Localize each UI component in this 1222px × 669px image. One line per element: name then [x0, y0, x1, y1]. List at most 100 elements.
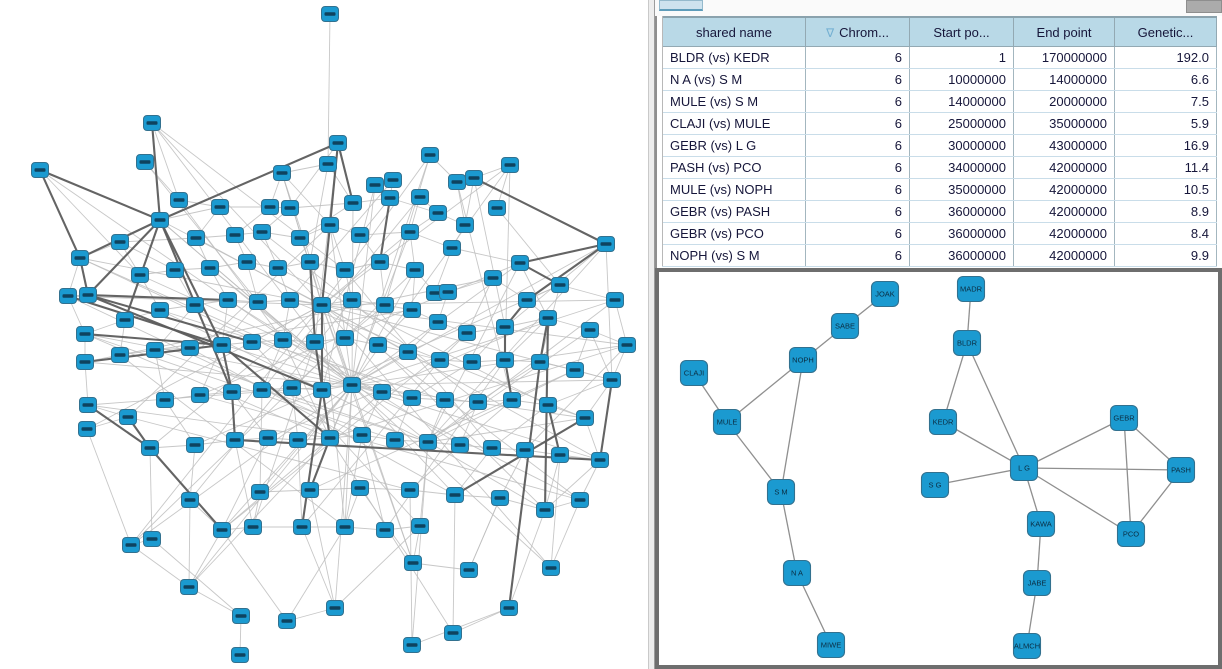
network-node[interactable]	[460, 562, 478, 578]
table-row[interactable]: MULE (vs) S M 6 14000000 20000000 7.5	[662, 90, 1217, 113]
network-node[interactable]	[458, 325, 476, 341]
cell-value[interactable]: 6	[805, 200, 910, 223]
network-node[interactable]	[576, 410, 594, 426]
scrollbar-fragment[interactable]	[1186, 0, 1222, 13]
network-node[interactable]	[213, 522, 231, 538]
table-row[interactable]: CLAJI (vs) MULE 6 25000000 35000000 5.9	[662, 112, 1217, 135]
network-node[interactable]	[71, 250, 89, 266]
network-node[interactable]	[618, 337, 636, 353]
network-node[interactable]	[603, 372, 621, 388]
network-node[interactable]	[119, 409, 137, 425]
cell-value[interactable]: 14000000	[909, 90, 1014, 113]
cell-value[interactable]: 30000000	[909, 134, 1014, 157]
network-node[interactable]	[419, 434, 437, 450]
column-header-start-po-[interactable]: Start po...	[909, 16, 1014, 47]
network-node[interactable]	[488, 200, 506, 216]
cell-value[interactable]: 42000000	[1013, 244, 1115, 267]
network-node[interactable]	[373, 384, 391, 400]
network-node[interactable]	[78, 421, 96, 437]
subnet-edge-LG-GEBR[interactable]	[1023, 417, 1125, 469]
network-node[interactable]	[329, 135, 347, 151]
network-node[interactable]	[446, 487, 464, 503]
network-node[interactable]	[141, 440, 159, 456]
network-node[interactable]	[421, 147, 439, 163]
network-node[interactable]	[500, 600, 518, 616]
network-node[interactable]	[306, 334, 324, 350]
network-node[interactable]	[539, 397, 557, 413]
network-node[interactable]	[403, 390, 421, 406]
network-node[interactable]	[201, 260, 219, 276]
cell-shared-name[interactable]: GEBR (vs) PCO	[662, 222, 806, 245]
network-node[interactable]	[403, 302, 421, 318]
table-row[interactable]: GEBR (vs) PCO 6 36000000 42000000 8.4	[662, 222, 1217, 245]
network-node[interactable]	[491, 490, 509, 506]
network-node[interactable]	[501, 157, 519, 173]
subnet-node-JOAK[interactable]: JOAK	[870, 280, 900, 308]
network-node[interactable]	[369, 337, 387, 353]
cell-value[interactable]: 11.4	[1114, 156, 1217, 179]
cell-value[interactable]: 6	[805, 134, 910, 157]
cell-value[interactable]: 25000000	[909, 112, 1014, 135]
cell-value[interactable]: 6	[805, 222, 910, 245]
network-node[interactable]	[76, 326, 94, 342]
network-node[interactable]	[381, 190, 399, 206]
subnet-node-MIWE[interactable]: MIWE	[816, 631, 846, 659]
network-node[interactable]	[319, 156, 337, 172]
subnet-node-SG[interactable]: S G	[920, 471, 950, 499]
network-node[interactable]	[336, 262, 354, 278]
table-tab-fragment[interactable]	[659, 0, 703, 11]
network-node[interactable]	[542, 560, 560, 576]
network-node[interactable]	[456, 217, 474, 233]
cell-value[interactable]: 8.4	[1114, 222, 1217, 245]
cell-value[interactable]: 6	[805, 156, 910, 179]
network-node[interactable]	[597, 236, 615, 252]
network-node[interactable]	[518, 292, 536, 308]
network-node[interactable]	[376, 522, 394, 538]
network-node[interactable]	[483, 440, 501, 456]
cell-value[interactable]: 20000000	[1013, 90, 1115, 113]
network-node[interactable]	[439, 284, 457, 300]
network-node[interactable]	[289, 432, 307, 448]
network-node[interactable]	[343, 292, 361, 308]
column-header-shared-name[interactable]: shared name	[662, 16, 806, 47]
subnet-node-LG[interactable]: L G	[1009, 454, 1039, 482]
network-node[interactable]	[511, 255, 529, 271]
cell-value[interactable]: 7.5	[1114, 90, 1217, 113]
network-node[interactable]	[566, 362, 584, 378]
column-header-end-point[interactable]: End point	[1013, 16, 1115, 47]
network-node[interactable]	[251, 484, 269, 500]
subnet-node-GEBR[interactable]: GEBR	[1109, 404, 1139, 432]
network-node[interactable]	[429, 205, 447, 221]
network-node[interactable]	[238, 254, 256, 270]
network-node[interactable]	[484, 270, 502, 286]
subnet-node-KAWA[interactable]: KAWA	[1026, 510, 1056, 538]
network-node[interactable]	[503, 392, 521, 408]
network-node[interactable]	[465, 170, 483, 186]
table-row[interactable]: BLDR (vs) KEDR 6 1 170000000 192.0	[662, 46, 1217, 69]
network-node[interactable]	[143, 115, 161, 131]
network-node[interactable]	[170, 192, 188, 208]
network-node[interactable]	[344, 195, 362, 211]
network-node[interactable]	[448, 174, 466, 190]
network-node[interactable]	[443, 240, 461, 256]
network-node[interactable]	[353, 427, 371, 443]
cell-value[interactable]: 42000000	[1013, 222, 1115, 245]
cell-value[interactable]: 5.9	[1114, 112, 1217, 135]
panel-divider[interactable]	[648, 0, 655, 669]
network-node[interactable]	[186, 297, 204, 313]
subnet-node-SM[interactable]: S M	[766, 478, 796, 506]
cell-value[interactable]: 42000000	[1013, 156, 1115, 179]
network-node[interactable]	[326, 600, 344, 616]
subnet-node-PASH[interactable]: PASH	[1166, 456, 1196, 484]
network-node[interactable]	[606, 292, 624, 308]
cell-shared-name[interactable]: N A (vs) S M	[662, 68, 806, 91]
network-node[interactable]	[166, 262, 184, 278]
cell-value[interactable]: 9.9	[1114, 244, 1217, 267]
subnet-node-NA[interactable]: N A	[782, 559, 812, 587]
network-node[interactable]	[321, 6, 339, 22]
table-row[interactable]: NOPH (vs) S M 6 36000000 42000000 9.9	[662, 244, 1217, 267]
network-node[interactable]	[79, 287, 97, 303]
cell-shared-name[interactable]: GEBR (vs) PASH	[662, 200, 806, 223]
network-node[interactable]	[536, 502, 554, 518]
subnet-node-MADR[interactable]: MADR	[956, 275, 986, 303]
